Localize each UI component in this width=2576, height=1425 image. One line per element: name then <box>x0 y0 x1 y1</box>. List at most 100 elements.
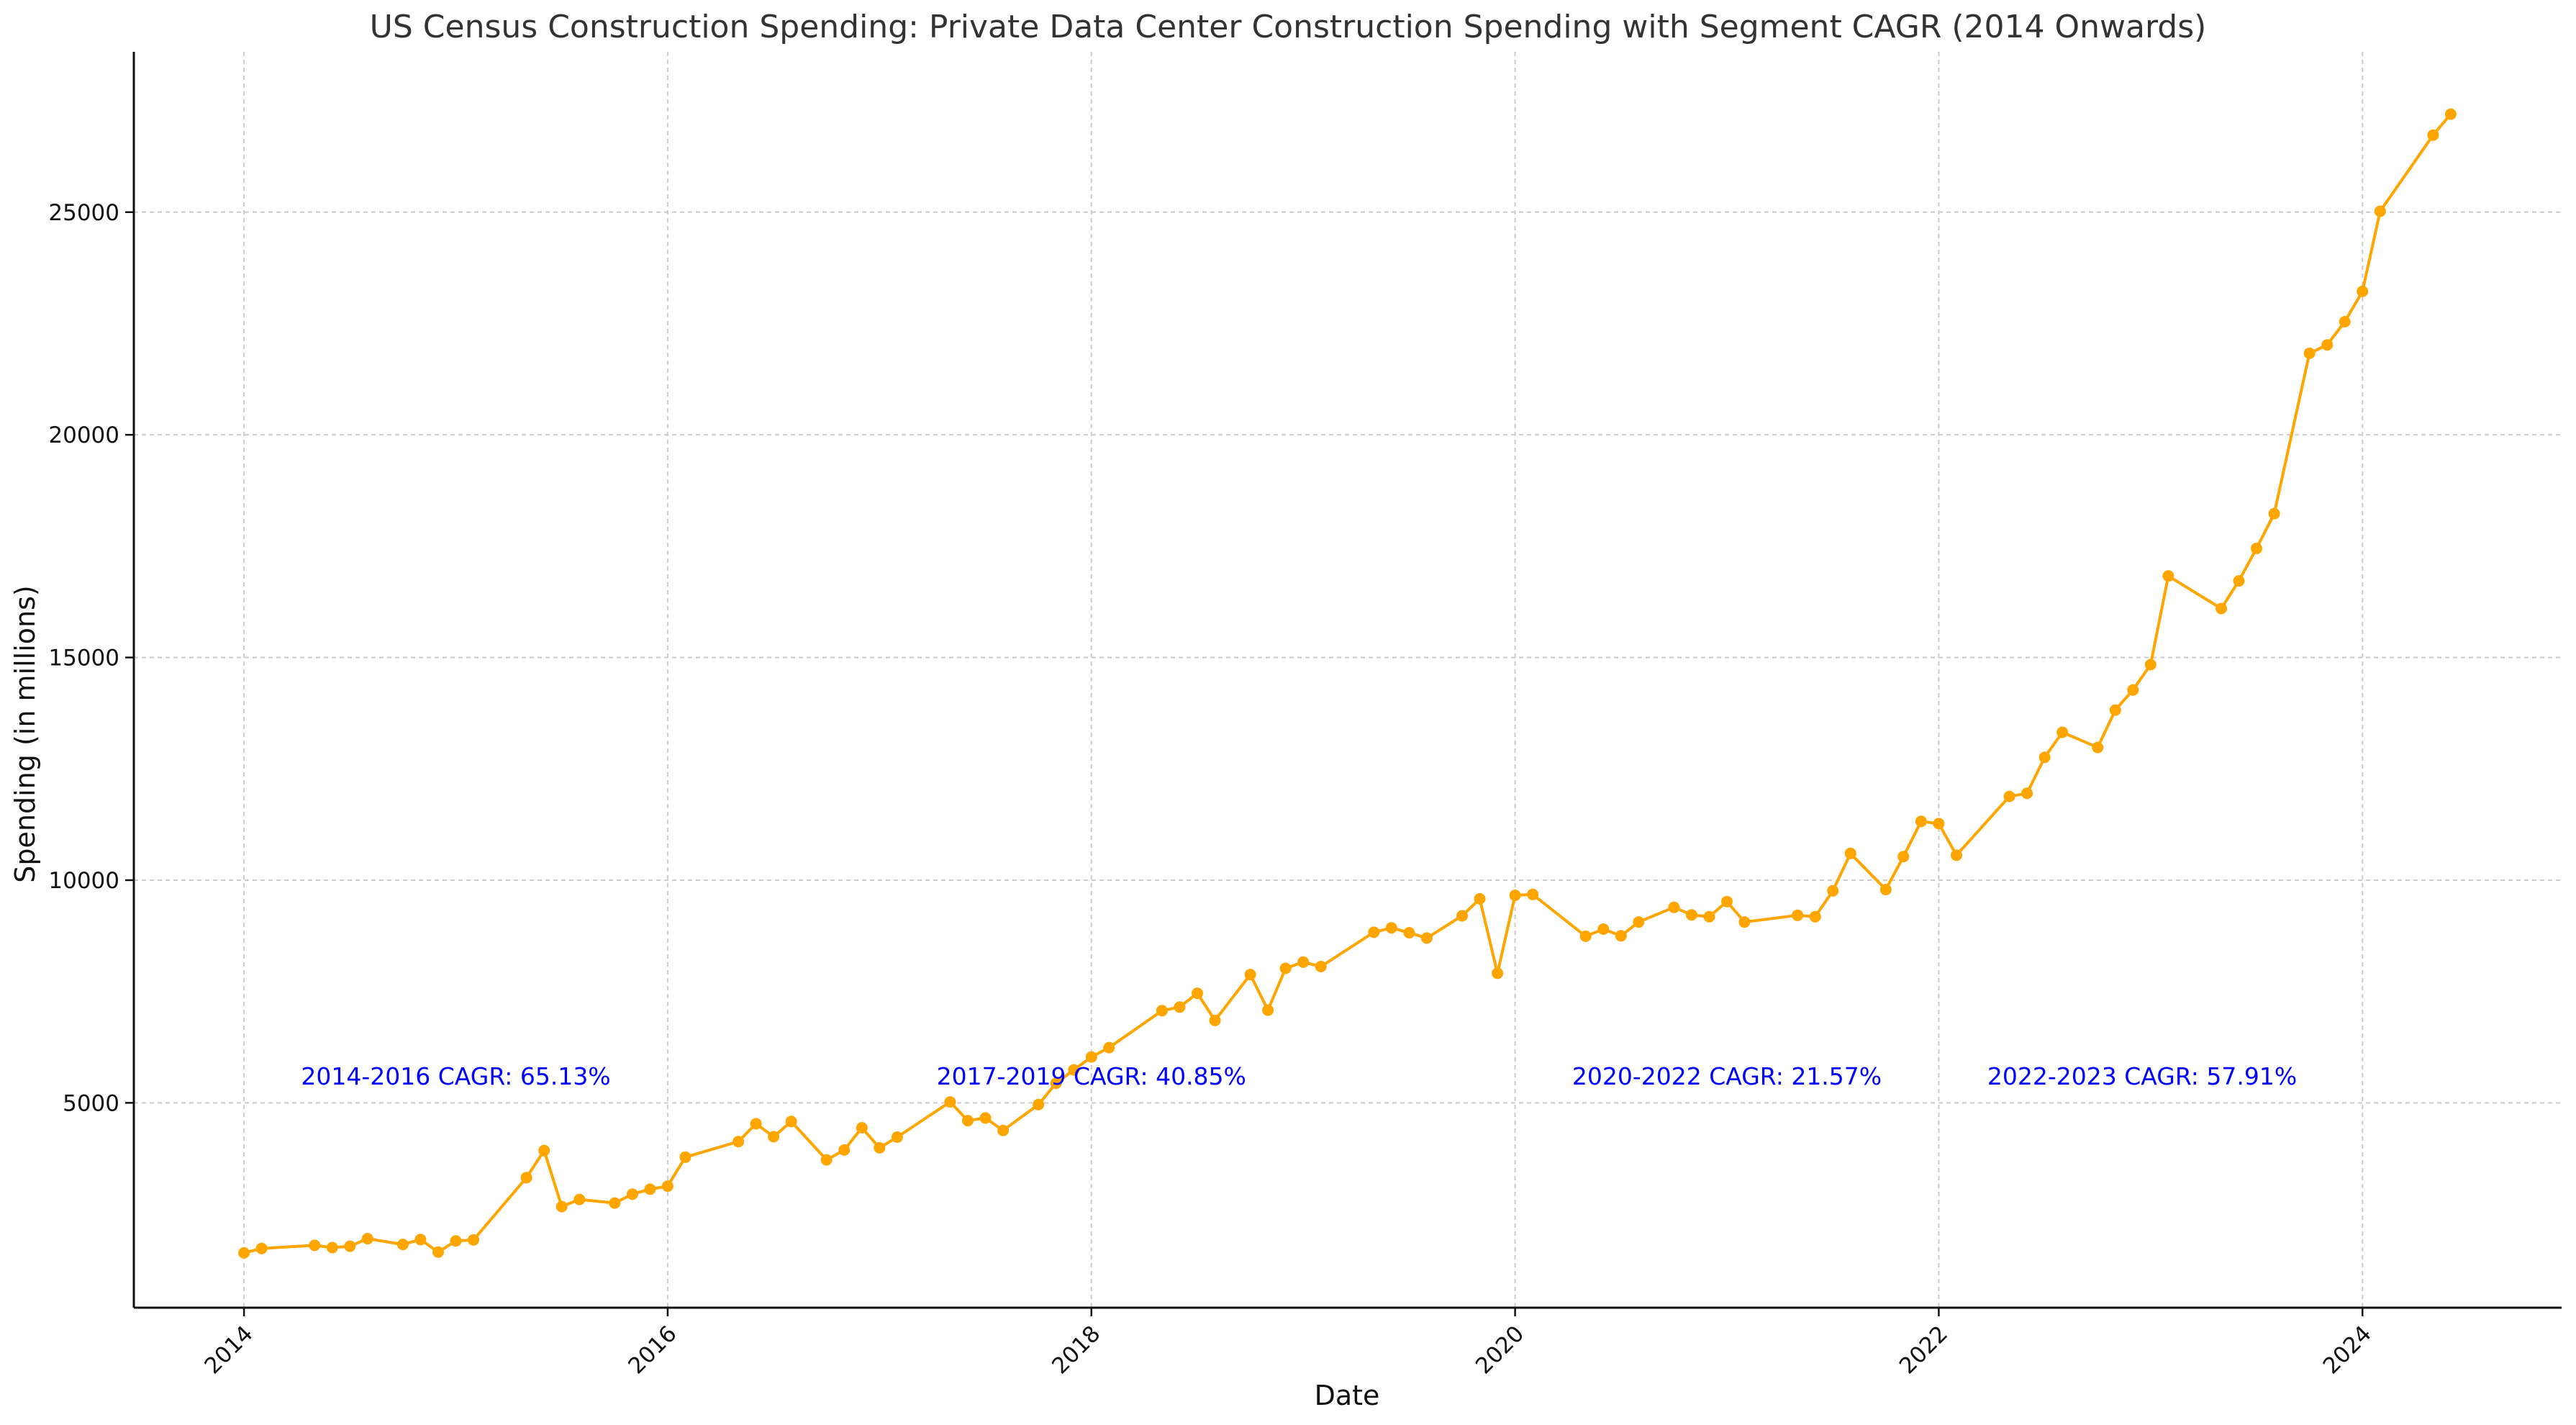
data-point <box>1315 961 1327 972</box>
data-point <box>361 1233 373 1245</box>
data-point <box>2144 659 2157 671</box>
data-point <box>1068 1064 1080 1076</box>
chart-title: US Census Construction Spending: Private… <box>370 9 2207 45</box>
data-point <box>432 1246 444 1258</box>
cagr-annotation: 2020-2022 CAGR: 21.57% <box>1572 1062 1882 1090</box>
data-point <box>891 1131 903 1143</box>
data-point <box>1827 885 1839 897</box>
data-point <box>2357 285 2369 297</box>
data-point <box>309 1239 321 1252</box>
y-tick-label: 15000 <box>48 646 119 671</box>
data-point <box>1597 923 1610 935</box>
data-point <box>768 1131 780 1143</box>
data-point <box>1492 967 1504 980</box>
x-tick-label: 2014 <box>200 1321 258 1379</box>
data-point <box>1792 909 1804 921</box>
cagr-annotations: 2014-2016 CAGR: 65.13% 2017-2019 CAGR: 40… <box>301 1062 2297 1090</box>
x-tick-label: 2016 <box>623 1321 681 1379</box>
data-point <box>520 1172 532 1184</box>
data-point <box>1244 969 1256 981</box>
data-point <box>1509 890 1521 901</box>
cagr-annotation: 2014-2016 CAGR: 65.13% <box>301 1062 610 1090</box>
data-point <box>2339 316 2351 327</box>
data-point <box>414 1234 427 1246</box>
data-point <box>1915 815 1927 828</box>
data-point <box>1279 962 1292 974</box>
data-point <box>255 1242 268 1254</box>
data-point <box>626 1188 638 1200</box>
data-point <box>2444 108 2457 120</box>
data-point <box>1033 1098 1045 1110</box>
axes: 2014 2016 2018 2020 2022 2024 5000 10000 15000 20… <box>48 52 2562 1379</box>
y-tick-label: 25000 <box>48 200 119 226</box>
data-point <box>2021 787 2033 800</box>
data-point <box>1474 892 1486 905</box>
data-point <box>1156 1005 1168 1017</box>
data-point <box>661 1180 674 1193</box>
data-point <box>450 1235 462 1247</box>
data-point <box>838 1144 851 1156</box>
data-point <box>785 1116 797 1128</box>
data-point <box>856 1122 868 1134</box>
data-point <box>1579 930 1592 942</box>
data-point <box>1456 910 1468 922</box>
cagr-annotation: 2017-2019 CAGR: 40.85% <box>937 1062 1246 1090</box>
data-point <box>2109 704 2121 716</box>
y-tick-label: 5000 <box>63 1090 119 1116</box>
data-point <box>2216 602 2227 615</box>
data-point <box>1933 818 1945 830</box>
data-point <box>2268 507 2280 520</box>
data-point <box>679 1151 691 1163</box>
data-point <box>555 1200 568 1213</box>
data-point <box>1174 1001 1186 1013</box>
data-point <box>2038 751 2051 764</box>
y-axis-label: Spending (in millions) <box>9 585 41 882</box>
y-tick-label: 20000 <box>48 422 119 448</box>
data-point <box>1403 927 1415 938</box>
x-tick-label: 2022 <box>1895 1321 1953 1379</box>
data-point <box>733 1136 745 1148</box>
x-tick-label: 2020 <box>1471 1321 1529 1379</box>
data-point <box>1633 916 1645 928</box>
data-point <box>1703 910 1715 923</box>
data-point <box>2427 129 2439 141</box>
data-point <box>238 1247 250 1259</box>
data-point <box>1262 1004 1274 1016</box>
data-point <box>344 1240 356 1252</box>
x-tick-label: 2024 <box>2318 1321 2377 1379</box>
data-point <box>944 1096 956 1108</box>
data-point <box>538 1144 550 1157</box>
data-point <box>2003 790 2015 802</box>
data-point <box>1368 926 1380 938</box>
data-point <box>1738 916 1751 928</box>
data-point <box>1385 922 1397 934</box>
data-series <box>238 108 2457 1259</box>
data-point <box>1527 888 1539 900</box>
data-point <box>396 1239 409 1251</box>
data-point <box>2162 570 2174 582</box>
data-point <box>874 1141 886 1154</box>
data-point <box>1951 849 1962 861</box>
data-point <box>1721 895 1733 908</box>
cagr-annotation: 2022-2023 CAGR: 57.91% <box>1987 1062 2297 1090</box>
data-point <box>2374 205 2386 217</box>
data-point <box>1192 987 1203 1000</box>
data-point <box>979 1112 992 1124</box>
data-point <box>2251 543 2262 554</box>
data-point <box>1085 1051 1097 1063</box>
data-point <box>2127 684 2139 696</box>
data-point <box>1297 956 1310 968</box>
data-point <box>1844 847 1856 859</box>
data-point <box>1879 884 1892 895</box>
data-point <box>326 1241 338 1254</box>
data-point <box>1050 1077 1062 1090</box>
data-point <box>1809 910 1821 923</box>
data-point <box>573 1193 586 1205</box>
data-point <box>962 1115 974 1127</box>
data-point <box>1420 932 1433 944</box>
series-line <box>243 113 2452 1254</box>
data-point <box>1897 851 1910 863</box>
data-point <box>468 1234 479 1246</box>
gridlines <box>134 52 2562 1308</box>
